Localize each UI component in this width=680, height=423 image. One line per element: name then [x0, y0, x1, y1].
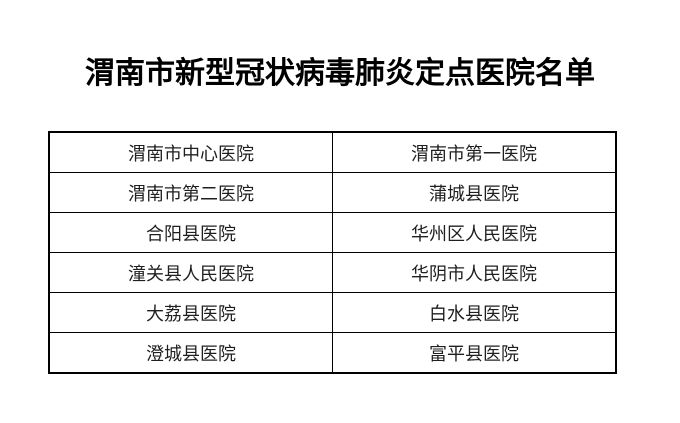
table-row: 大荔县医院 白水县医院: [48, 292, 617, 333]
hospital-cell: 澄城县医院: [48, 332, 333, 374]
hospital-cell: 大荔县医院: [48, 292, 333, 333]
hospital-cell: 渭南市中心医院: [48, 131, 333, 173]
page-title: 渭南市新型冠状病毒肺炎定点医院名单: [85, 57, 595, 90]
table-row: 渭南市第二医院 蒲城县医院: [48, 172, 617, 213]
hospital-cell: 渭南市第二医院: [48, 172, 333, 213]
table-row: 潼关县人民医院 华阴市人民医院: [48, 252, 617, 293]
hospital-table: 渭南市中心医院 渭南市第一医院 渭南市第二医院 蒲城县医院 合阳县医院 华州区人…: [48, 131, 617, 374]
hospital-cell: 潼关县人民医院: [48, 252, 333, 293]
hospital-cell: 华阴市人民医院: [332, 252, 617, 293]
hospital-cell: 蒲城县医院: [332, 172, 617, 213]
hospital-cell: 白水县医院: [332, 292, 617, 333]
table-row: 渭南市中心医院 渭南市第一医院: [48, 131, 617, 173]
hospital-cell: 华州区人民医院: [332, 212, 617, 253]
hospital-cell: 合阳县医院: [48, 212, 333, 253]
hospital-cell: 富平县医院: [332, 332, 617, 374]
table-row: 合阳县医院 华州区人民医院: [48, 212, 617, 253]
hospital-table-body: 渭南市中心医院 渭南市第一医院 渭南市第二医院 蒲城县医院 合阳县医院 华州区人…: [48, 131, 617, 374]
hospital-cell: 渭南市第一医院: [332, 131, 617, 173]
table-row: 澄城县医院 富平县医院: [48, 332, 617, 374]
